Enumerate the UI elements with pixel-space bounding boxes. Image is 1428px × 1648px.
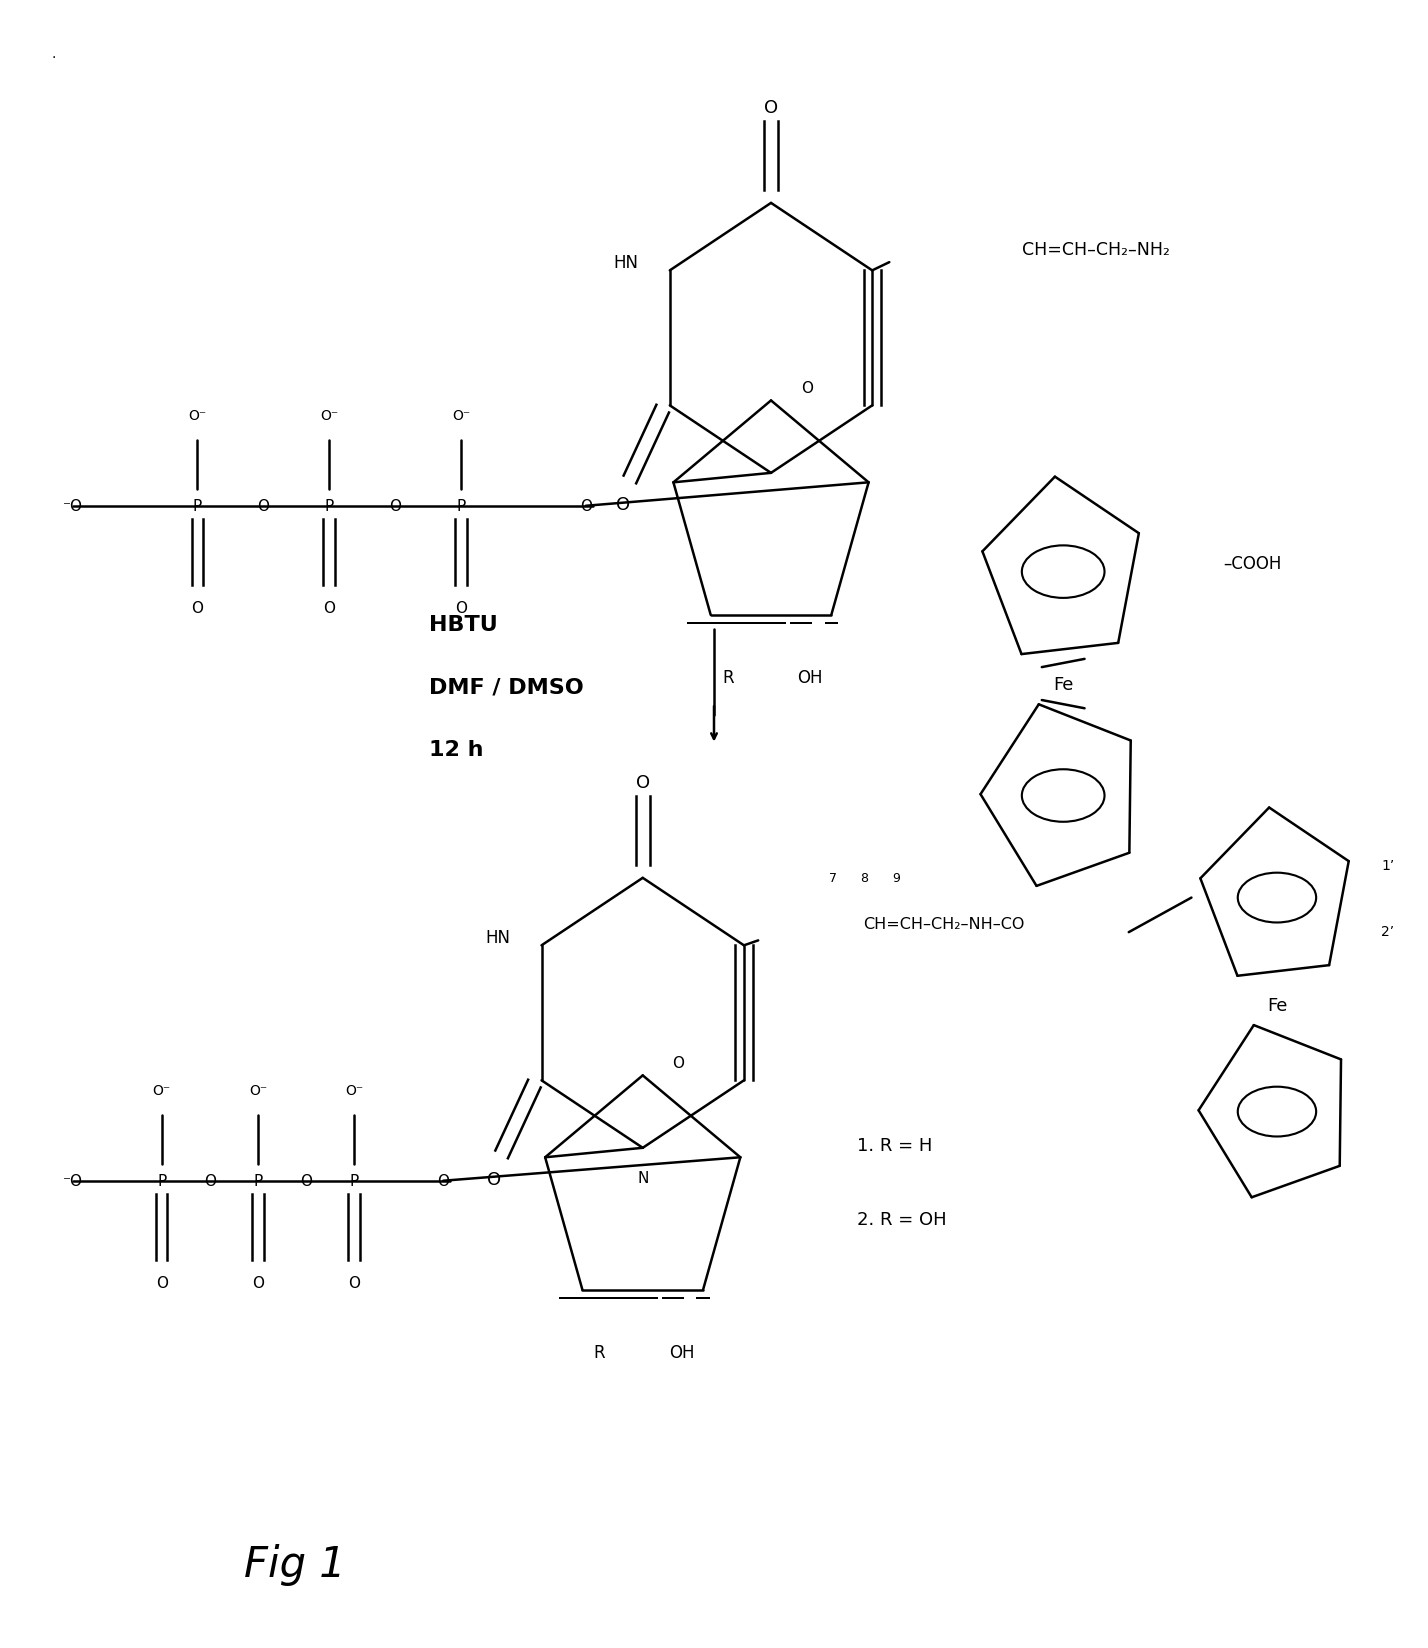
Text: 2’: 2’ — [1381, 925, 1394, 938]
Text: 1’: 1’ — [1381, 859, 1394, 872]
Text: OH: OH — [797, 669, 823, 687]
Text: O: O — [764, 99, 778, 117]
Text: O: O — [388, 499, 401, 514]
Text: –COOH: –COOH — [1224, 555, 1282, 574]
Text: P: P — [253, 1173, 263, 1188]
Text: CH=CH–CH₂–NH₂: CH=CH–CH₂–NH₂ — [1022, 241, 1170, 259]
Text: ⁻O: ⁻O — [63, 1173, 83, 1188]
Text: O: O — [191, 602, 203, 616]
Text: O⁻: O⁻ — [451, 409, 470, 424]
Text: O: O — [348, 1276, 360, 1290]
Text: O: O — [257, 499, 270, 514]
Text: 1. R = H: 1. R = H — [857, 1135, 932, 1154]
Text: O: O — [673, 1055, 684, 1070]
Text: HN: HN — [614, 254, 638, 272]
Text: O: O — [615, 496, 630, 514]
Text: N: N — [637, 1170, 648, 1185]
Text: O⁻: O⁻ — [248, 1083, 267, 1098]
Text: O: O — [300, 1173, 313, 1188]
Text: O: O — [487, 1170, 501, 1188]
Text: 2. R = OH: 2. R = OH — [857, 1210, 947, 1228]
Text: 7      8      9: 7 8 9 — [830, 872, 901, 885]
Text: O⁻: O⁻ — [320, 409, 338, 424]
Text: O: O — [323, 602, 336, 616]
Text: O: O — [635, 775, 650, 791]
Text: R: R — [723, 669, 734, 687]
Text: O: O — [456, 602, 467, 616]
Text: O: O — [251, 1276, 264, 1290]
Text: P: P — [350, 1173, 358, 1188]
Text: O⁻: O⁻ — [188, 409, 207, 424]
Text: O: O — [801, 381, 813, 396]
Text: Fig 1: Fig 1 — [244, 1544, 346, 1585]
Text: O: O — [580, 499, 591, 514]
Text: HN: HN — [486, 928, 510, 946]
Text: ⁻O: ⁻O — [63, 499, 83, 514]
Text: R: R — [594, 1343, 605, 1361]
Text: O⁻: O⁻ — [346, 1083, 363, 1098]
Text: Fe: Fe — [1052, 676, 1074, 694]
Text: O⁻: O⁻ — [153, 1083, 171, 1098]
Text: HBTU: HBTU — [428, 615, 498, 634]
Text: 12 h: 12 h — [428, 740, 484, 760]
Text: OH: OH — [668, 1343, 694, 1361]
Text: CH=CH–CH₂–NH–CO: CH=CH–CH₂–NH–CO — [863, 916, 1024, 931]
Text: Fe: Fe — [1267, 995, 1287, 1014]
Text: O: O — [437, 1173, 450, 1188]
Text: P: P — [324, 499, 334, 514]
Text: P: P — [193, 499, 201, 514]
Text: P: P — [457, 499, 466, 514]
Text: .: . — [51, 48, 56, 61]
Text: O: O — [156, 1276, 167, 1290]
Text: P: P — [157, 1173, 166, 1188]
Text: O: O — [204, 1173, 216, 1188]
Text: DMF / DMSO: DMF / DMSO — [428, 677, 584, 697]
